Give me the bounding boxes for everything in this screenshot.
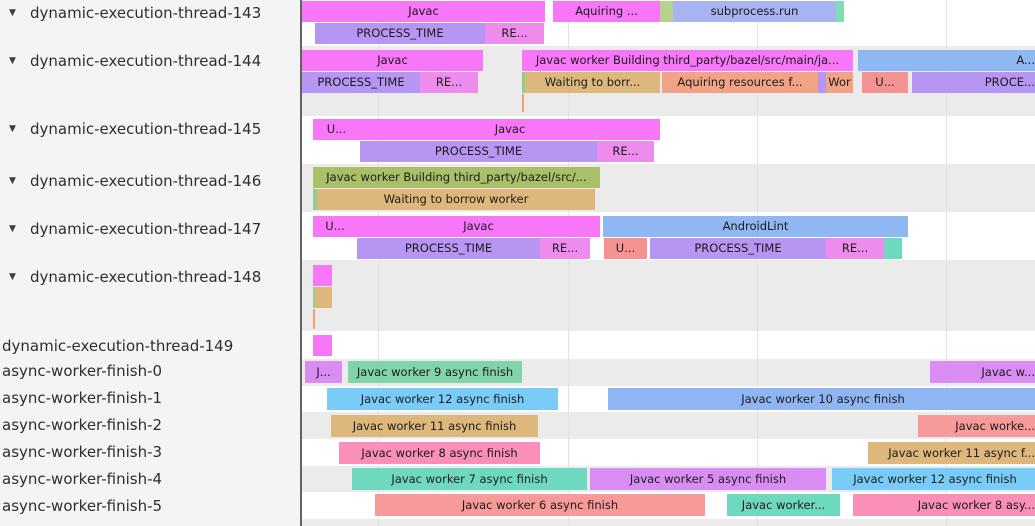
trace-event-bar[interactable]: AndroidLint [603, 216, 908, 237]
trace-event-bar[interactable]: RE... [597, 141, 654, 162]
trace-event-bar[interactable]: Javac [360, 119, 660, 140]
timeline-gridline [378, 0, 379, 526]
track-label-row[interactable]: ▼ dynamic-execution-thread-146 [0, 170, 300, 192]
trace-event-bar[interactable]: PROCESS_TIME [302, 72, 420, 93]
track-name: async-worker-finish-0 [2, 362, 163, 380]
trace-event-bar[interactable] [313, 335, 332, 356]
track-label-row[interactable]: ▼ dynamic-execution-thread-148 [0, 266, 300, 288]
trace-event-bar[interactable]: Javac worker 10 async finish [608, 388, 1035, 410]
collapse-triangle-icon[interactable]: ▼ [9, 56, 16, 66]
trace-event-bar[interactable] [522, 72, 525, 93]
track-background-band [302, 331, 1035, 359]
timeline-gridline [757, 0, 758, 526]
track-label-row[interactable]: async-worker-finish-4 [0, 468, 300, 490]
trace-event-bar[interactable] [522, 94, 524, 112]
trace-event-bar[interactable] [818, 72, 826, 93]
trace-event-bar[interactable]: U... [862, 72, 908, 93]
trace-event-bar[interactable]: Javac w... [930, 361, 1035, 383]
track-label-row[interactable]: async-worker-finish-5 [0, 495, 300, 517]
trace-event-bar[interactable] [313, 287, 315, 308]
track-name: async-worker-finish-1 [2, 389, 163, 407]
track-label-row[interactable]: ▼ dynamic-execution-thread-144 [0, 50, 300, 72]
track-name: dynamic-execution-thread-143 [30, 4, 262, 22]
track-label-row[interactable]: ▼ dynamic-execution-thread-145 [0, 118, 300, 140]
trace-event-bar[interactable]: Javac [357, 216, 600, 237]
trace-event-bar[interactable]: RE... [826, 238, 884, 259]
trace-event-bar[interactable]: Wor [826, 72, 853, 93]
trace-event-bar[interactable] [313, 309, 315, 329]
trace-event-bar[interactable]: Javac worker... [727, 494, 840, 516]
trace-event-bar[interactable] [660, 1, 673, 22]
track-label-row[interactable]: dynamic-execution-thread-149 [0, 335, 300, 357]
track-background-band [302, 519, 1035, 526]
trace-event-bar[interactable]: Aquiring resources f... [662, 72, 818, 93]
timeline-gridline [568, 0, 569, 526]
track-label-row[interactable]: ▼ dynamic-execution-thread-143 [0, 2, 300, 24]
trace-event-bar[interactable]: subprocess.run [673, 1, 836, 22]
trace-event-bar[interactable]: Javac worke... [918, 415, 1035, 437]
track-name: dynamic-execution-thread-145 [30, 120, 262, 138]
collapse-triangle-icon[interactable]: ▼ [9, 8, 16, 18]
trace-event-bar[interactable]: Javac worker 11 async finish [331, 415, 538, 437]
collapse-triangle-icon[interactable]: ▼ [9, 272, 16, 282]
trace-event-bar[interactable]: Javac [302, 1, 545, 22]
track-labels-sidebar: ▼ dynamic-execution-thread-143 ▼ dynamic-ex… [0, 0, 300, 526]
trace-event-bar[interactable] [313, 265, 332, 286]
collapse-triangle-icon[interactable]: ▼ [9, 176, 16, 186]
track-label-row[interactable]: async-worker-finish-1 [0, 387, 300, 409]
track-name: dynamic-execution-thread-144 [30, 52, 262, 70]
track-label-row[interactable]: async-worker-finish-3 [0, 441, 300, 463]
collapse-triangle-icon[interactable]: ▼ [9, 124, 16, 134]
track-label-row[interactable]: async-worker-finish-0 [0, 360, 300, 382]
trace-event-bar[interactable]: Javac worker Building third_party/bazel/… [522, 50, 853, 71]
trace-event-bar[interactable]: PROCE... [912, 72, 1035, 93]
trace-event-bar[interactable]: PROCESS_TIME [360, 141, 597, 162]
trace-event-bar[interactable]: PROCESS_TIME [357, 238, 540, 259]
track-name: async-worker-finish-4 [2, 470, 163, 488]
trace-event-bar[interactable]: Javac worker Building third_party/bazel/… [313, 167, 600, 188]
trace-event-bar[interactable]: Javac worker 11 async f... [868, 442, 1035, 464]
track-name: async-worker-finish-2 [2, 416, 163, 434]
track-label-row[interactable]: async-worker-finish-2 [0, 414, 300, 436]
trace-event-bar[interactable]: Javac worker 5 async finish [590, 468, 826, 490]
timeline-canvas[interactable]: Javac Aquiring ... subprocess.run PROCESS_T… [302, 0, 1035, 526]
trace-event-bar[interactable]: Aquiring ... [553, 1, 660, 22]
trace-event-bar[interactable]: Waiting to borrow worker [317, 189, 595, 210]
track-label-row[interactable]: ▼ dynamic-execution-thread-147 [0, 218, 300, 240]
collapse-triangle-icon[interactable]: ▼ [9, 224, 16, 234]
trace-event-bar[interactable]: RE... [420, 72, 478, 93]
trace-event-bar[interactable] [313, 189, 317, 210]
trace-event-bar[interactable]: PROCESS_TIME [650, 238, 826, 259]
trace-event-bar[interactable]: U... [604, 238, 647, 259]
trace-event-bar[interactable]: Javac worker 8 async finish [339, 442, 540, 464]
trace-event-bar[interactable]: Javac worker 9 async finish [348, 361, 522, 383]
trace-event-bar[interactable] [884, 238, 902, 259]
trace-event-bar[interactable]: Javac worker 12 async finish [327, 388, 558, 410]
track-name: dynamic-execution-thread-147 [30, 220, 262, 238]
trace-event-bar[interactable]: PROCESS_TIME [315, 23, 485, 44]
trace-event-bar[interactable]: Javac worker 7 async finish [352, 468, 587, 490]
track-name: dynamic-execution-thread-146 [30, 172, 262, 190]
trace-event-bar[interactable]: A... [858, 50, 1035, 71]
trace-event-bar[interactable]: Javac worker 12 async finish [832, 468, 1035, 490]
trace-event-bar[interactable]: RE... [540, 238, 590, 259]
trace-event-bar[interactable]: U... [313, 216, 357, 237]
trace-event-bar[interactable]: U... [313, 119, 360, 140]
trace-event-bar[interactable]: Javac worker 8 asy... [853, 494, 1035, 516]
track-background-band [302, 260, 1035, 331]
trace-event-bar[interactable]: Waiting to borr... [525, 72, 660, 93]
track-name: async-worker-finish-3 [2, 443, 163, 461]
panel-divider[interactable] [300, 0, 302, 526]
trace-event-bar[interactable]: Javac [302, 50, 483, 71]
track-name: dynamic-execution-thread-148 [30, 268, 262, 286]
trace-event-bar[interactable] [315, 287, 332, 308]
trace-event-bar[interactable]: Javac worker 6 async finish [375, 494, 705, 516]
trace-event-bar[interactable]: RE... [485, 23, 544, 44]
trace-event-bar[interactable]: J... [305, 361, 342, 383]
timeline-gridline [946, 0, 947, 526]
trace-event-bar[interactable] [836, 1, 844, 22]
track-name: async-worker-finish-5 [2, 497, 163, 515]
track-name: dynamic-execution-thread-149 [2, 337, 234, 355]
